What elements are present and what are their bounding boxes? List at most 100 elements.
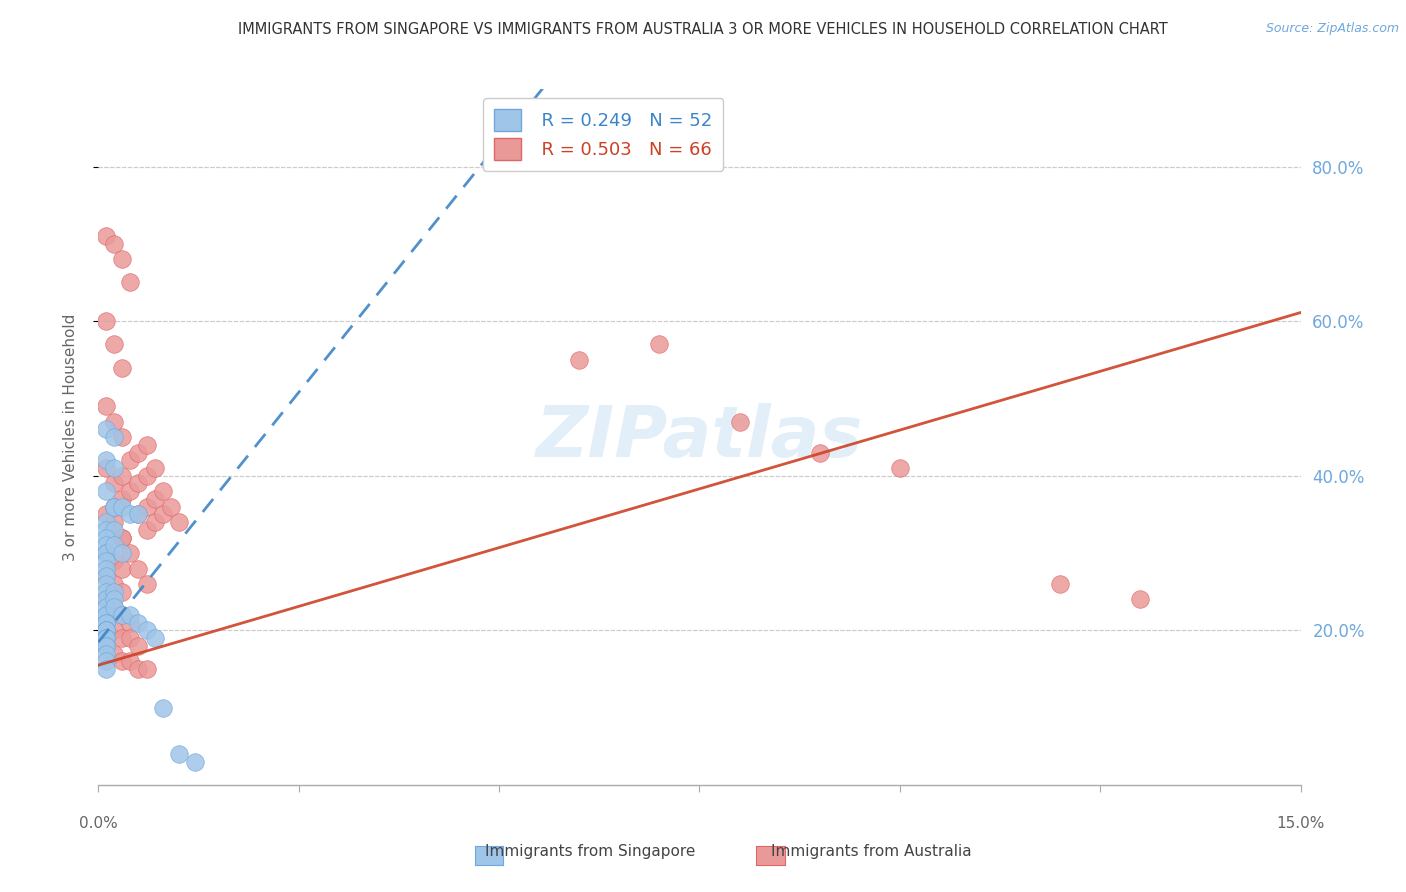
Text: Source: ZipAtlas.com: Source: ZipAtlas.com [1265,22,1399,36]
Point [103,236,125,251]
Point [152,508,174,522]
Point [159,500,181,514]
Point [135,523,157,537]
Point [96,484,118,499]
Text: ZIPatlas: ZIPatlas [536,402,863,472]
Point [96,546,118,560]
Point [889,461,911,475]
Point [103,592,125,607]
Point [135,438,157,452]
Point [96,592,118,607]
Point [96,538,118,552]
Text: 0.0%: 0.0% [79,816,118,830]
Point [103,523,125,537]
Point [96,631,118,645]
Point [1129,592,1152,607]
Point [96,546,118,560]
Point [103,584,125,599]
Point [103,500,125,514]
Point [103,476,125,491]
Point [143,631,166,645]
Point [111,607,134,622]
Point [135,662,157,676]
Point [103,500,125,514]
Point [96,515,118,529]
Point [120,615,142,630]
Point [808,445,831,459]
Point [103,647,125,661]
Point [143,515,166,529]
Point [96,624,118,638]
Point [120,508,142,522]
Point [96,607,118,622]
Point [167,515,190,529]
Point [183,755,205,769]
Point [96,615,118,630]
Point [103,461,125,475]
Point [103,600,125,615]
Point [103,577,125,591]
Point [111,607,134,622]
Point [96,654,118,668]
Point [103,500,125,514]
Point [111,252,134,267]
Point [96,615,118,630]
Point [96,584,118,599]
Point [111,468,134,483]
Point [111,546,134,560]
Point [96,631,118,645]
Point [103,600,125,615]
Point [135,468,157,483]
Point [648,337,671,351]
Y-axis label: 3 or more Vehicles in Household: 3 or more Vehicles in Household [63,313,77,561]
Point [728,415,751,429]
Point [96,399,118,413]
Point [111,360,134,375]
Point [120,631,142,645]
Point [96,624,118,638]
Point [96,314,118,328]
Point [96,531,118,545]
Point [128,639,150,653]
Point [111,654,134,668]
Point [103,554,125,568]
Point [96,607,118,622]
Point [103,415,125,429]
Point [96,508,118,522]
Point [167,747,190,761]
Point [96,647,118,661]
Point [96,523,118,537]
Point [135,624,157,638]
Point [103,538,125,552]
Point [128,615,150,630]
Point [96,662,118,676]
Point [120,484,142,499]
Point [568,352,591,367]
Point [96,631,118,645]
Point [128,508,150,522]
Text: Immigrants from Australia: Immigrants from Australia [772,845,972,859]
Legend:   R = 0.249   N = 52,   R = 0.503   N = 66: R = 0.249 N = 52, R = 0.503 N = 66 [484,98,723,171]
Point [111,531,134,545]
Point [111,500,134,514]
Point [128,476,150,491]
Point [96,561,118,575]
Point [96,569,118,583]
Point [103,337,125,351]
Point [103,430,125,444]
Point [96,600,118,615]
Point [120,276,142,290]
Point [96,422,118,436]
Point [96,577,118,591]
Point [96,639,118,653]
Point [120,607,142,622]
Point [143,461,166,475]
Point [120,453,142,467]
Point [96,569,118,583]
Point [152,484,174,499]
Point [152,700,174,714]
Point [111,561,134,575]
Point [96,639,118,653]
Point [96,624,118,638]
Text: 15.0%: 15.0% [1277,816,1324,830]
